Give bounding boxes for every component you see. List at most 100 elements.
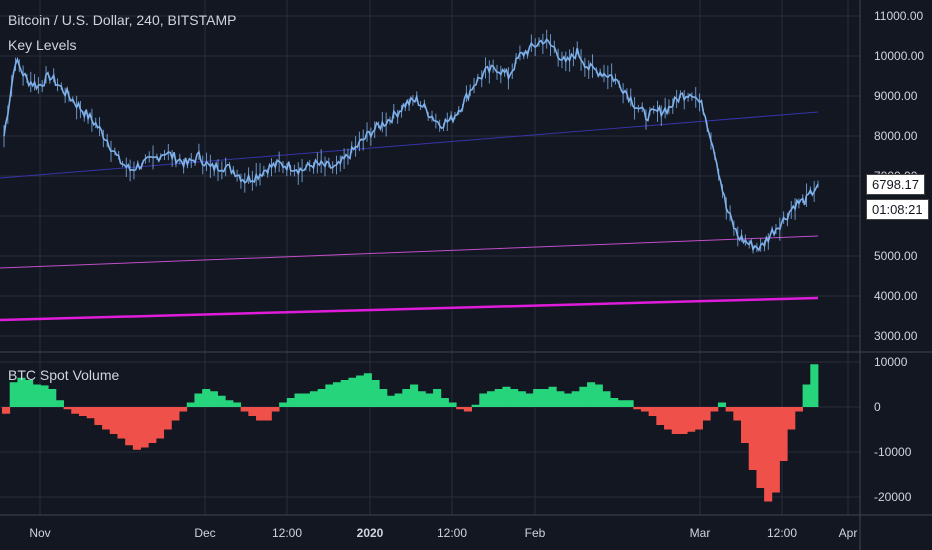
volume-bar [741,407,750,443]
price-y-tick-label: 5000.00 [874,249,918,263]
volume-bar [148,407,157,443]
volume-bar [625,400,634,407]
volume-bar [548,386,557,407]
volume-bar [556,391,565,407]
volume-bar [433,389,442,407]
volume-bar [648,407,657,416]
key-level-line [0,235,819,269]
volume-bar [540,389,549,407]
volume-bar [102,407,111,430]
volume-bar [356,375,365,407]
price-y-tick-label: 10000.00 [874,49,924,63]
x-tick-label: 2020 [357,526,384,540]
volume-bar [810,364,819,407]
x-tick-label: Dec [194,526,215,540]
volume-bar [363,373,372,407]
volume-bar [186,402,195,407]
volume-bar [417,391,426,407]
volume-bar [733,407,742,421]
volume-bar [402,389,411,407]
volume-bar [9,382,18,407]
volume-bar [702,407,711,421]
volume-bar [325,384,334,407]
chart-title: Bitcoin / U.S. Dollar, 240, BITSTAMP [8,12,237,28]
key-level-line [0,111,819,179]
volume-bar [78,407,88,416]
volume-bar [163,407,172,430]
x-tick-label: Apr [839,526,858,540]
last-price-tag: 6798.17 [866,174,925,195]
volume-bar [263,407,272,421]
price-y-tick-label: 4000.00 [874,289,918,303]
volume-bar [640,407,650,412]
volume-bar [479,393,488,407]
volume-bar [486,391,496,407]
volume-bar [225,400,234,407]
volume-bar [463,407,472,412]
volume-bar [155,407,165,439]
volume-bar [494,389,503,407]
volume-bar [240,407,249,412]
x-tick-label: 12:00 [272,526,302,540]
volume-bar [710,407,719,412]
volume-bar [333,382,342,407]
volume-bar [533,389,542,407]
volume-bar [256,407,265,421]
volume-bar [671,407,680,434]
volume-bar [171,407,180,421]
volume-bar [63,407,72,410]
volume-bar [109,407,118,434]
volume-bars [2,364,819,502]
volume-bar [209,391,218,407]
volume-bar [787,407,796,430]
volume-bar [579,386,588,407]
volume-bar [40,385,49,407]
volume-bar [571,391,580,407]
volume-indicator-label[interactable]: BTC Spot Volume [8,367,120,383]
volume-bar [410,384,419,407]
volume-bar [748,407,757,470]
volume-bar [802,384,811,407]
volume-bar [71,407,80,414]
volume-bar [725,407,734,412]
volume-bar [717,402,727,407]
volume-bar [32,384,41,407]
price-y-tick-label: 3000.00 [874,329,918,343]
volume-bar [271,407,280,412]
volume-bar [394,393,403,407]
volume-bar [86,407,95,419]
volume-y-tick-label: 10000 [874,355,908,369]
volume-bar [779,407,788,461]
volume-bar [309,391,319,407]
x-tick-label: Mar [690,526,711,540]
price-y-tick-label: 11000.00 [874,9,923,23]
volume-bar [117,407,126,439]
volume-bar [217,395,226,407]
volume-bar [125,407,134,446]
volume-bar [517,391,526,407]
volume-bar [525,393,534,407]
volume-bar [348,377,357,407]
volume-bar [55,400,64,407]
volume-bar [664,407,673,430]
volume-bar [471,404,480,407]
volume-y-tick-label: -20000 [874,490,912,504]
volume-bar [194,393,203,407]
volume-bar [140,407,149,448]
x-tick-label: Nov [29,526,50,540]
key-level-line [0,296,819,322]
volume-bar [379,389,388,407]
volume-bar [602,391,611,407]
volume-bar [232,402,242,407]
price-indicator-label[interactable]: Key Levels [8,37,77,53]
volume-y-tick-label: -10000 [874,445,912,459]
x-tick-label: Feb [525,526,546,540]
volume-bar [764,407,773,502]
volume-bar [48,389,57,407]
volume-bar [25,380,34,407]
volume-bar [794,407,804,412]
volume-bar [317,389,326,407]
countdown-tag: 01:08:21 [866,199,929,220]
